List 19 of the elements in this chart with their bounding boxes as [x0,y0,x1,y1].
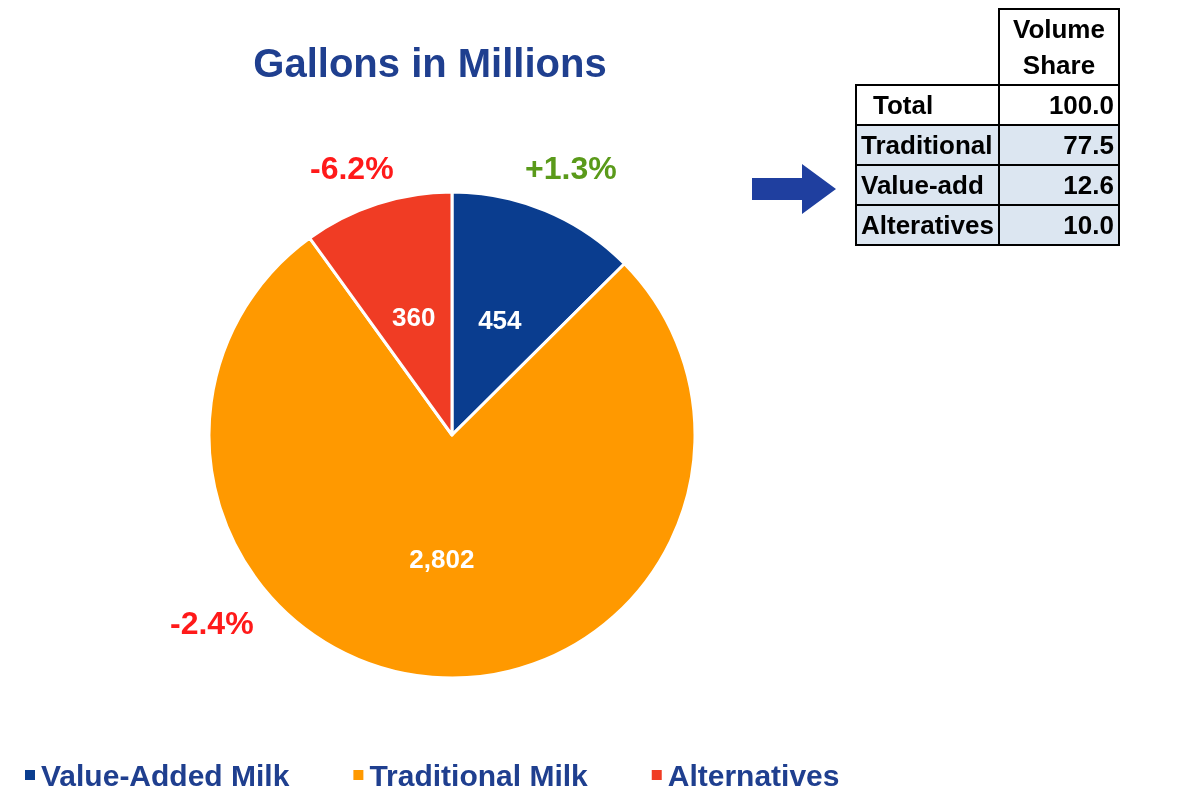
data-label: 12.6 [998,165,1119,205]
category-label: Traditional [856,125,999,165]
data-label: 77.5 [998,125,1119,165]
category-label: Alteratives [856,205,999,245]
data-label: 2,802 [409,544,475,575]
legend-label: Value-Added Milk [41,758,290,792]
data-label: 10.0 [998,205,1119,245]
chart-title: Gallons in Millions [253,41,607,85]
text: -2.4% [170,605,254,641]
legend-label: Alternatives [667,758,840,792]
data-label: 454 [478,305,523,336]
text: -6.2% [310,150,394,186]
text: Volume Share [998,9,1119,85]
category-label: Value-add [856,165,999,205]
text: +1.3% [525,150,617,186]
category-label: Total [856,85,999,125]
data-label: 360 [392,301,436,332]
legend-label: Traditional Milk [369,758,589,792]
data-label: 100.0 [998,85,1119,125]
